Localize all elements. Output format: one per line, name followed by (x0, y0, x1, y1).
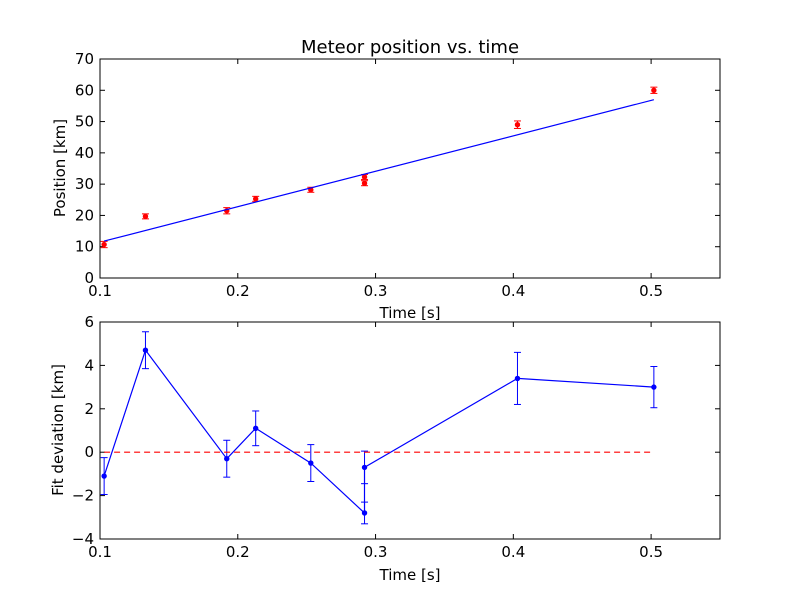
axes-frame (99, 58, 721, 279)
data-point (651, 87, 657, 93)
y-tick-label: 30 (75, 175, 94, 193)
x-tick-label: 0.3 (364, 282, 388, 300)
y-axis-label: Fit deviation [km] (49, 364, 67, 496)
y-tick-label: 4 (84, 356, 94, 374)
axes-frame (99, 321, 721, 540)
y-tick-label: 70 (75, 50, 94, 68)
data-point (361, 174, 368, 180)
deviation-panel: Time [s] Fit deviation [km] 0.1 0.2 0.3 0.4… (49, 313, 721, 584)
data-point (101, 241, 107, 248)
x-axis-label: Time [s] (379, 304, 441, 322)
y-tick-label: 2 (84, 400, 94, 418)
data-point (142, 213, 149, 220)
data-point (514, 122, 521, 128)
y-tick-label: 6 (84, 313, 94, 331)
y-tick-label: 0 (84, 269, 94, 287)
y-tick-label: −2 (72, 487, 94, 505)
x-tick-label: 0.1 (88, 543, 112, 561)
y-tick-label: 10 (75, 238, 94, 256)
data-point (361, 180, 368, 186)
data-point (651, 384, 657, 390)
position-plot-area: 0.1 0.2 0.3 0.4 0.5 0 10 20 30 40 50 60 70 (75, 50, 721, 300)
position-panel: Meteor position vs. time Time [s] Positi… (51, 37, 721, 322)
data-point (252, 425, 259, 432)
data-point (101, 473, 107, 479)
data-point (142, 347, 149, 353)
y-tick-label: 40 (75, 144, 94, 162)
y-tick-label: 50 (75, 113, 94, 131)
x-tick-label: 0.3 (364, 543, 388, 561)
x-tick-label: 0.4 (501, 543, 525, 561)
data-point (361, 510, 368, 516)
x-tick-label: 0.1 (88, 282, 112, 300)
x-axis-label: Time [s] (379, 566, 441, 584)
y-tick-label: −4 (72, 530, 94, 548)
x-tick-label: 0.4 (501, 282, 525, 300)
x-tick-label: 0.2 (226, 543, 250, 561)
data-point (252, 196, 259, 202)
chart-title: Meteor position vs. time (301, 37, 519, 58)
data-point (308, 460, 314, 466)
x-tick-label: 0.2 (226, 282, 250, 300)
series-line (103, 99, 655, 242)
data-point (224, 456, 230, 462)
x-tick-label: 0.5 (639, 282, 663, 300)
y-tick-label: 60 (75, 81, 94, 99)
y-tick-label: 20 (75, 206, 94, 224)
data-point (361, 464, 368, 471)
y-tick-label: 0 (84, 443, 94, 461)
x-tick-label: 0.5 (639, 543, 663, 561)
y-axis-label: Position [km] (51, 119, 69, 217)
data-point (514, 375, 521, 382)
deviation-plot-area: 0.1 0.2 0.3 0.4 0.5 −4 −2 0 2 4 6 (72, 313, 721, 561)
